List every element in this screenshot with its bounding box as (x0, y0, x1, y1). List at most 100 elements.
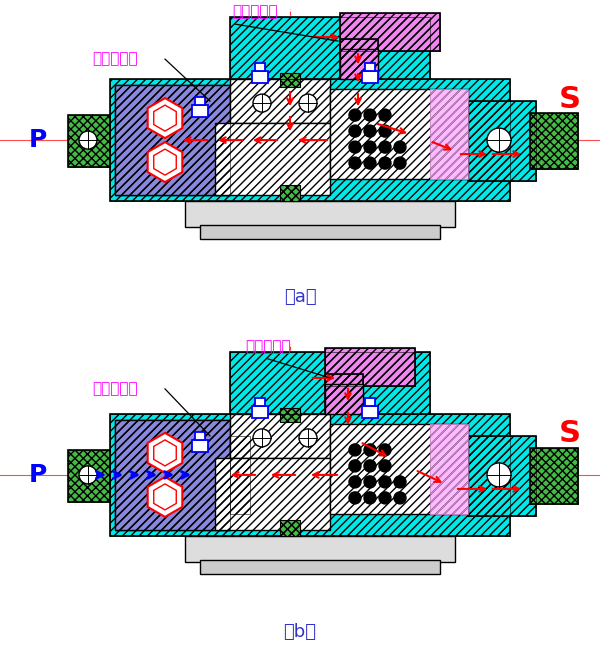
Circle shape (379, 492, 391, 504)
Bar (430, 424, 468, 514)
Bar (115, 420, 230, 530)
Bar (280, 408, 300, 422)
Bar (530, 448, 578, 504)
Bar (325, 374, 363, 414)
Circle shape (349, 141, 361, 153)
Circle shape (364, 109, 376, 121)
Circle shape (364, 476, 376, 488)
Circle shape (364, 141, 376, 153)
Text: S: S (559, 85, 581, 113)
Bar (530, 448, 578, 504)
Bar (192, 440, 208, 452)
Polygon shape (154, 105, 176, 131)
Circle shape (349, 125, 361, 137)
Bar (68, 450, 110, 502)
Circle shape (364, 125, 376, 137)
Bar (252, 71, 268, 83)
Bar (530, 113, 578, 169)
Bar (325, 384, 363, 414)
Bar (362, 71, 378, 83)
Polygon shape (154, 484, 176, 510)
Bar (340, 49, 378, 79)
Bar (340, 39, 378, 79)
Bar (110, 414, 510, 536)
Bar (325, 374, 363, 414)
Circle shape (253, 429, 271, 447)
Text: S: S (559, 420, 581, 448)
Bar (325, 348, 415, 386)
Bar (280, 73, 300, 87)
Bar (252, 406, 268, 418)
Polygon shape (148, 142, 182, 182)
Bar (230, 352, 430, 414)
Bar (215, 123, 330, 195)
Bar (200, 225, 440, 239)
Bar (430, 89, 468, 179)
Bar (325, 384, 363, 414)
Circle shape (349, 476, 361, 488)
Circle shape (379, 444, 391, 456)
Text: （b）: （b） (284, 623, 317, 641)
Bar (115, 420, 230, 530)
Text: 偶数档气管: 偶数档气管 (92, 381, 138, 396)
Bar (110, 79, 510, 201)
Bar (115, 85, 230, 195)
Bar (468, 436, 536, 516)
Polygon shape (154, 149, 176, 175)
Bar (340, 39, 378, 79)
Circle shape (487, 463, 511, 487)
Circle shape (349, 157, 361, 169)
Circle shape (379, 476, 391, 488)
Bar (280, 185, 300, 201)
Bar (115, 85, 230, 195)
Bar (215, 458, 330, 530)
Bar (230, 17, 430, 79)
Bar (230, 436, 250, 514)
Bar (340, 13, 440, 51)
Circle shape (379, 125, 391, 137)
Polygon shape (148, 477, 182, 517)
Bar (195, 97, 205, 105)
Bar (330, 424, 468, 514)
Bar (255, 398, 265, 406)
Polygon shape (148, 433, 182, 473)
Circle shape (379, 109, 391, 121)
Circle shape (364, 157, 376, 169)
Polygon shape (154, 440, 176, 466)
Circle shape (79, 466, 97, 484)
Bar (255, 63, 265, 71)
Bar (340, 13, 440, 51)
Bar (468, 101, 536, 181)
Polygon shape (148, 98, 182, 138)
Text: 奇数档气管: 奇数档气管 (245, 339, 291, 354)
Circle shape (487, 128, 511, 152)
Bar (468, 101, 536, 181)
Bar (280, 520, 300, 536)
Bar (230, 79, 330, 123)
Circle shape (379, 141, 391, 153)
Circle shape (394, 141, 406, 153)
Circle shape (364, 444, 376, 456)
Bar (192, 105, 208, 117)
Circle shape (394, 492, 406, 504)
Bar (340, 49, 378, 79)
Text: P: P (29, 463, 47, 487)
Bar (365, 63, 375, 71)
Bar (365, 398, 375, 406)
Bar (430, 89, 468, 179)
Circle shape (379, 157, 391, 169)
Circle shape (379, 460, 391, 472)
Text: 奇数档气管: 奇数档气管 (232, 4, 278, 19)
Circle shape (253, 94, 271, 112)
Bar (68, 450, 110, 502)
Bar (115, 420, 230, 530)
Bar (230, 436, 250, 514)
Bar (110, 79, 510, 201)
Bar (468, 436, 536, 516)
Bar (280, 73, 300, 87)
Text: 偶数档气管: 偶数档气管 (92, 52, 138, 66)
Circle shape (299, 94, 317, 112)
Circle shape (349, 492, 361, 504)
Bar (530, 113, 578, 169)
Bar (185, 201, 455, 227)
